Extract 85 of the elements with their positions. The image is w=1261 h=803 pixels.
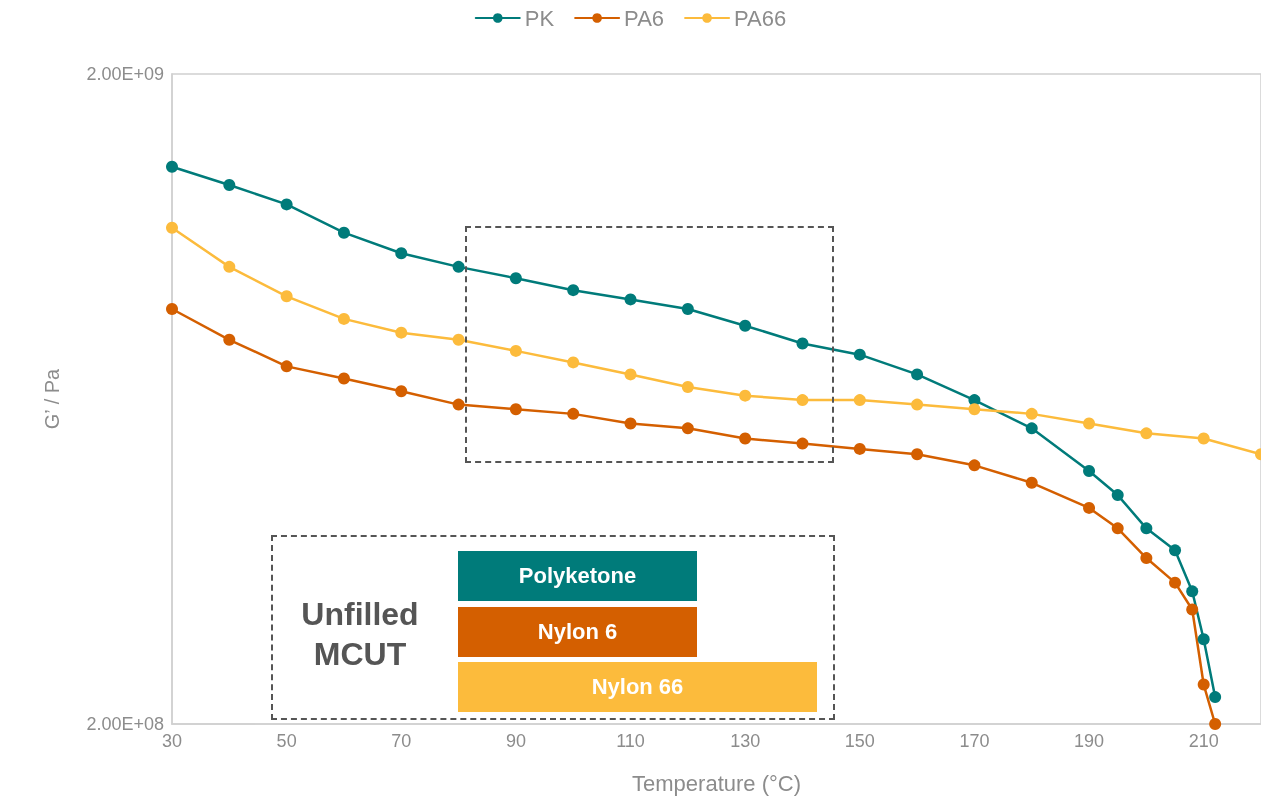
x-tick-label: 170 — [959, 731, 990, 751]
point — [681, 422, 694, 435]
legend-label: PK — [524, 5, 555, 31]
point — [968, 459, 981, 472]
point — [395, 247, 408, 260]
point — [853, 442, 866, 455]
point — [509, 344, 522, 357]
x-tick-label: 110 — [616, 731, 645, 751]
point — [223, 260, 236, 273]
annotation: Unfilled MCUT — [300, 595, 420, 674]
point — [509, 403, 522, 416]
point — [1111, 522, 1124, 535]
point — [1025, 476, 1038, 489]
point — [681, 380, 694, 393]
point — [624, 368, 637, 381]
point — [1169, 576, 1182, 589]
point — [853, 394, 866, 407]
point — [911, 398, 924, 411]
point — [968, 403, 981, 416]
point — [567, 356, 580, 369]
point — [1209, 691, 1222, 704]
point — [166, 160, 178, 173]
point — [223, 178, 236, 191]
point — [567, 407, 580, 420]
point — [337, 226, 350, 239]
point — [681, 302, 694, 315]
point — [1197, 678, 1210, 691]
x-tick-label: 70 — [391, 731, 412, 751]
x-tick-label: 90 — [505, 731, 526, 751]
point — [280, 198, 293, 211]
point — [796, 394, 809, 407]
x-tick-label: 210 — [1188, 731, 1219, 751]
point — [1209, 718, 1222, 730]
point — [1140, 427, 1153, 440]
point — [452, 398, 465, 411]
x-tick-label: 50 — [276, 731, 297, 751]
x-axis-title: Temperature (°C) — [632, 770, 801, 796]
point — [1186, 603, 1199, 616]
point — [739, 389, 752, 402]
point — [509, 272, 522, 285]
point — [452, 260, 465, 273]
label-tile: Polyketone — [458, 551, 697, 601]
point — [624, 417, 637, 430]
point — [739, 432, 752, 445]
point — [796, 337, 809, 350]
y-tick-label: 2.00E+08 — [86, 714, 164, 734]
x-tick-label: 150 — [844, 731, 875, 751]
point — [1169, 544, 1182, 557]
x-tick-label: 190 — [1074, 731, 1105, 751]
point — [796, 437, 809, 450]
x-tick-label: 130 — [730, 731, 761, 751]
point — [280, 360, 293, 373]
point — [395, 385, 408, 398]
point — [567, 284, 580, 297]
point — [337, 312, 350, 325]
point — [452, 333, 465, 346]
point — [395, 326, 408, 339]
point — [624, 293, 637, 306]
point — [1083, 465, 1096, 478]
point — [911, 368, 924, 381]
point — [166, 302, 178, 315]
y-axis-title: G’ / Pa — [41, 367, 63, 430]
label-tile: Nylon 66 — [458, 662, 817, 712]
point — [1186, 585, 1199, 598]
point — [1111, 489, 1124, 502]
point — [1140, 552, 1153, 565]
point — [1025, 407, 1038, 420]
x-tick-label: 30 — [161, 731, 183, 751]
point — [166, 221, 178, 234]
point — [1025, 422, 1038, 435]
point — [337, 372, 350, 385]
point — [280, 290, 293, 303]
point — [911, 448, 924, 461]
legend-label: PA66 — [734, 5, 787, 31]
legend-label: PA6 — [624, 5, 665, 31]
point — [739, 319, 752, 332]
point — [1083, 417, 1096, 430]
point — [1140, 522, 1153, 535]
point — [1083, 501, 1096, 514]
label-tile: Nylon 6 — [458, 607, 697, 657]
point — [1197, 432, 1210, 445]
y-tick-label: 2.00E+09 — [86, 64, 164, 84]
point — [1197, 633, 1210, 646]
point — [223, 333, 236, 346]
point — [853, 348, 866, 361]
